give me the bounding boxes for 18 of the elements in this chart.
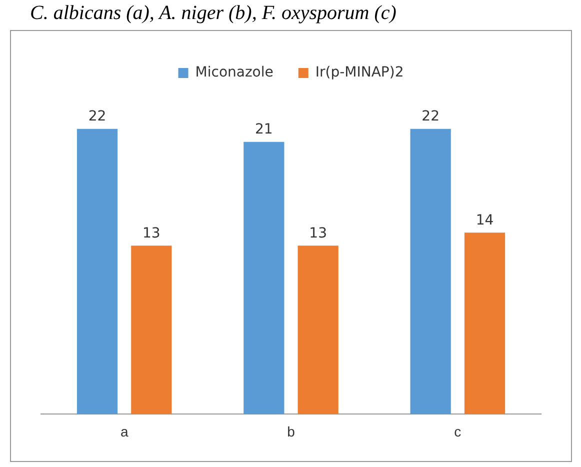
data-label: 22 <box>422 108 440 125</box>
chart-title: C. albicans (a), A. niger (b), F. oxysporum (c) <box>29 1 398 26</box>
bar <box>76 128 118 414</box>
data-label: 22 <box>88 108 106 125</box>
data-label: 13 <box>142 225 160 242</box>
x-tick-label: b <box>287 423 296 440</box>
x-tick-label: c <box>454 423 462 440</box>
bar <box>464 232 506 414</box>
bar <box>298 246 338 414</box>
data-label: 14 <box>476 212 494 228</box>
legend-label: Miconazole <box>195 64 274 81</box>
bar <box>244 142 284 414</box>
bar <box>131 246 172 414</box>
x-tick-label: a <box>120 423 128 440</box>
data-label: 21 <box>255 122 273 138</box>
data-label: 13 <box>309 225 327 242</box>
legend-label: Ir(p-MINAP)2 <box>315 64 404 81</box>
bar <box>410 128 451 414</box>
